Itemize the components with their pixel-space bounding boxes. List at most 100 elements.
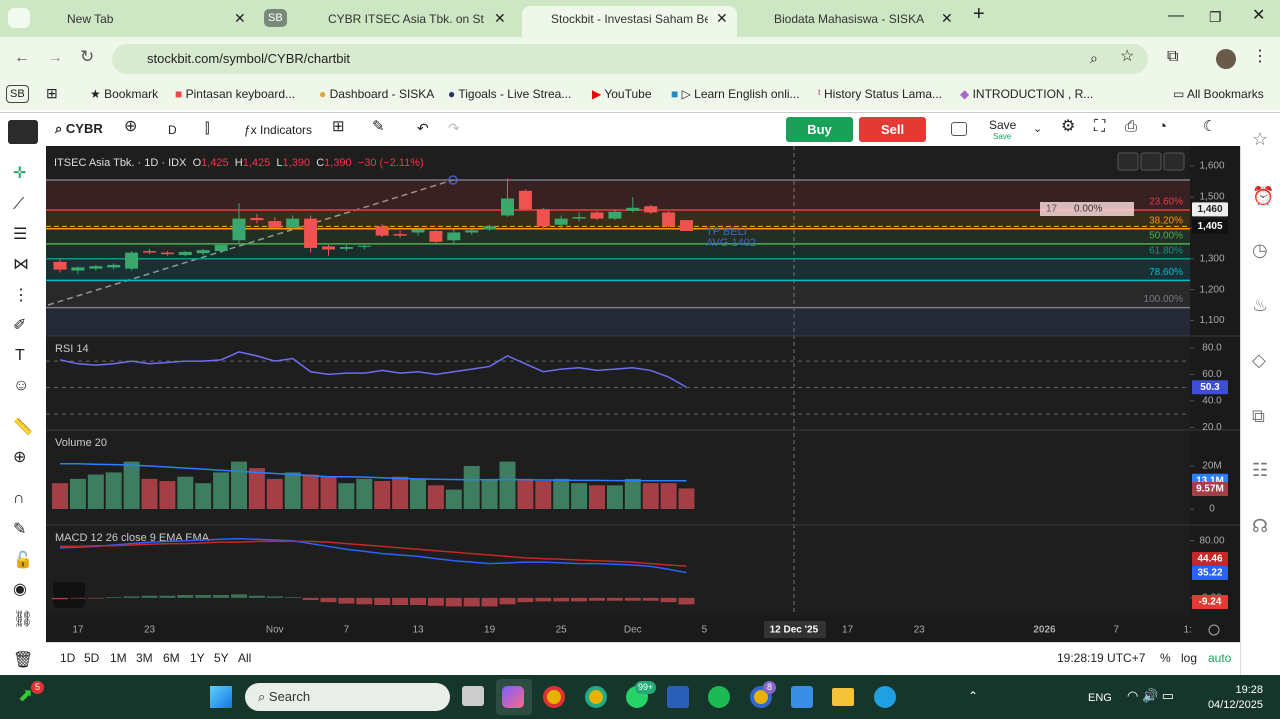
history[interactable]: ◷ [1252, 240, 1268, 260]
compare-sidebar[interactable]: ⧉ [1252, 406, 1265, 426]
compare[interactable]: ⊕ [124, 118, 138, 135]
tab-title[interactable]: CYBR ITSEC Asia Tbk. on Stockb [328, 12, 484, 26]
replay[interactable]: ◔ [1158, 118, 1168, 135]
task-view[interactable] [462, 686, 484, 706]
chart[interactable]: RSI 14 Volume 20 MACD 12 26 close 9 EMA … [46, 146, 1240, 642]
panel-button[interactable] [1117, 152, 1139, 171]
bookmark-label[interactable]: Bookmark [104, 87, 159, 101]
search-text[interactable]: Search [268, 689, 311, 704]
tab-close[interactable]: ✕ [941, 10, 953, 26]
bookmark-label[interactable]: All Bookmarks [1187, 87, 1264, 101]
range-button[interactable]: 1Y [190, 651, 205, 665]
bookmark[interactable]: ■ ▷ Learn English onli... [671, 87, 800, 101]
range-button[interactable]: 1D [60, 651, 76, 665]
premium[interactable]: ◇ [1252, 350, 1266, 370]
settings[interactable]: ⚙ [1061, 118, 1076, 135]
save[interactable]: Save [989, 118, 1017, 132]
chrome-icon[interactable] [585, 686, 607, 708]
tray-chevron[interactable]: ⌃ [968, 689, 979, 703]
watchlist[interactable]: ☆ [1252, 129, 1269, 149]
indicators[interactable]: ƒx Indicators [244, 123, 313, 137]
edge-icon[interactable] [874, 686, 896, 708]
restore[interactable]: ❐ [1209, 9, 1222, 25]
forward[interactable]: → [47, 49, 63, 66]
menu[interactable]: ⋮ [1252, 48, 1268, 65]
bookmark-star[interactable]: ☆ [1120, 48, 1135, 65]
word-icon[interactable] [667, 686, 689, 708]
interval[interactable]: D [168, 123, 177, 137]
bookmark[interactable]: ᵗ History Status Lama... [818, 87, 943, 101]
save-dropdown[interactable]: ⌄ [1033, 123, 1043, 135]
lock-drawing[interactable]: ✎ [13, 521, 27, 538]
tab-close[interactable]: ✕ [234, 10, 246, 26]
bookmark-label[interactable]: Pintasan keyboard... [185, 87, 295, 101]
logo[interactable] [8, 120, 38, 144]
explorer-icon[interactable] [832, 688, 854, 706]
active-tab[interactable] [522, 6, 737, 37]
chrome-icon[interactable] [543, 686, 565, 708]
range-button[interactable]: 6M [163, 651, 180, 665]
drawing[interactable]: ✎ [372, 118, 385, 135]
projection-tool[interactable]: ⋮ [13, 287, 29, 304]
alerts[interactable]: ⏰ [1252, 186, 1275, 206]
range-button[interactable]: 5D [84, 651, 100, 665]
widgets[interactable]: ⬈ [18, 685, 34, 705]
tab-title[interactable]: Biodata Mahasiswa - SISKA [774, 12, 925, 26]
tab-search[interactable] [8, 8, 30, 28]
search-box[interactable] [245, 683, 450, 711]
extensions[interactable]: ⧉ [1167, 48, 1179, 65]
tab-close[interactable]: ✕ [494, 10, 506, 26]
emoji-tool[interactable]: ☺ [13, 377, 30, 394]
bookmark[interactable]: ▭ All Bookmarks [1173, 87, 1264, 101]
notes[interactable]: ☷ [1252, 460, 1269, 480]
log-toggle[interactable]: log [1181, 651, 1198, 665]
range-button[interactable]: All [238, 651, 252, 665]
undo[interactable]: ↶ [417, 120, 429, 136]
hide-tool[interactable]: ◉ [13, 581, 27, 598]
brush-tool[interactable]: ✐ [13, 317, 27, 334]
ruler-tool[interactable]: 📏 [13, 419, 33, 436]
tab-group[interactable]: SB [264, 9, 287, 27]
language[interactable]: ENG [1088, 692, 1112, 704]
bookmark-label[interactable]: ▷ Learn English onli... [681, 87, 800, 101]
percent-toggle[interactable]: % [1160, 651, 1171, 665]
bookmark-label[interactable]: Dashboard - SISKA [329, 87, 435, 101]
bookmark[interactable]: ■ Pintasan keyboard... [175, 87, 295, 101]
chart-style[interactable]: ⫿ [205, 120, 210, 136]
pattern-tool[interactable]: ⋈ [13, 256, 29, 273]
indicators-label[interactable]: Indicators [260, 123, 313, 137]
text-tool[interactable]: T [15, 347, 25, 364]
url[interactable]: stockbit.com/symbol/CYBR/chartbit [147, 51, 351, 66]
hot[interactable]: ♨ [1252, 295, 1269, 315]
spotify-icon[interactable] [708, 686, 730, 708]
symbol[interactable]: CYBR [65, 121, 103, 136]
panel-button[interactable] [1140, 152, 1162, 171]
close-window[interactable]: ✕ [1252, 7, 1266, 24]
bookmark[interactable]: ★ Bookmark [90, 87, 159, 101]
bookmark-label[interactable]: YouTube [604, 87, 652, 101]
line-tool[interactable]: ⟋ [13, 196, 25, 213]
link-tool[interactable]: ⛓ [13, 611, 34, 628]
support[interactable]: ☊ [1252, 516, 1268, 536]
reload[interactable]: ↻ [80, 47, 95, 66]
range-button[interactable]: 1M [110, 651, 127, 665]
apps[interactable]: ⊞ [46, 85, 58, 101]
tab-title[interactable]: Stockbit - Investasi Saham Bers [551, 12, 708, 26]
tab-title[interactable]: New Tab [67, 12, 114, 26]
zoom-tool[interactable]: ⊕ [13, 449, 27, 466]
snapshot[interactable]: ⎙ [1125, 118, 1138, 135]
profile-badge[interactable]: SB [6, 85, 29, 103]
tray-icons[interactable]: ◠ 🔊 ▭ [1127, 688, 1175, 703]
bookmark[interactable]: ▶ YouTube [592, 87, 652, 101]
start-button[interactable] [210, 686, 232, 708]
axis-settings[interactable] [1208, 624, 1220, 636]
bookmark[interactable]: ● Tigoals - Live Strea... [448, 87, 572, 101]
panel-button[interactable] [1163, 152, 1185, 171]
auto-toggle[interactable]: auto [1208, 651, 1232, 665]
crosshair-tool[interactable]: ✛ [13, 165, 27, 182]
bookmark-label[interactable]: History Status Lama... [823, 87, 943, 101]
app-icon[interactable] [502, 686, 524, 708]
address-bar[interactable] [112, 44, 1148, 74]
lock-tool[interactable]: 🔓 [13, 552, 33, 569]
bookmark[interactable]: ● Dashboard - SISKA [319, 87, 435, 101]
